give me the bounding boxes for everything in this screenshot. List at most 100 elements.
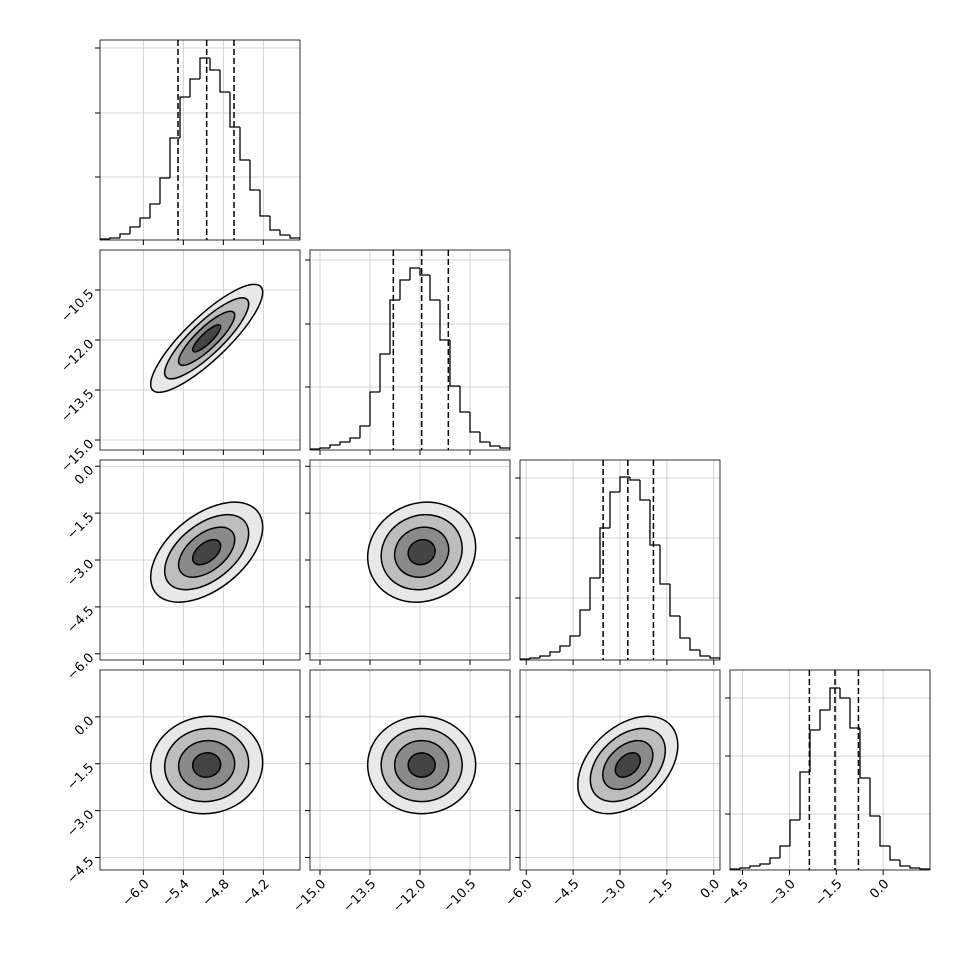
- histogram-bin: [139, 217, 150, 227]
- plot-area: [310, 670, 510, 870]
- plot-area: [100, 40, 300, 240]
- histogram-bin: [349, 437, 360, 442]
- histogram-bin: [919, 868, 930, 870]
- x-tick-label: −5.4: [160, 877, 193, 910]
- panel-frame: [729, 669, 931, 871]
- plot-area: [100, 250, 300, 450]
- y-tick-label: −1.5: [64, 760, 97, 793]
- x-tick-label: −4.5: [719, 877, 752, 910]
- histogram-bin: [379, 353, 390, 392]
- x-tick-label: −6.0: [120, 877, 153, 910]
- histogram-bin: [329, 444, 340, 448]
- histogram-bin: [119, 233, 130, 238]
- histogram-bin: [289, 235, 300, 240]
- histogram-bin: [319, 447, 330, 449]
- histogram-bin: [369, 391, 380, 426]
- histogram-bin: [839, 688, 850, 699]
- y-tick-label: −1.5: [64, 510, 97, 543]
- x-tick-label: −10.5: [441, 877, 480, 916]
- panel-frame: [309, 669, 511, 871]
- histogram-bin: [799, 771, 810, 820]
- histogram-bin: [479, 432, 490, 443]
- histogram-bin: [639, 480, 650, 501]
- histogram-bin: [679, 616, 690, 639]
- panel: [95, 39, 301, 245]
- histogram-bin: [539, 655, 550, 658]
- histogram-bin: [459, 386, 470, 413]
- x-tick-label: −1.5: [643, 877, 676, 910]
- histogram-bin: [179, 96, 190, 138]
- x-tick-label: −1.5: [813, 877, 846, 910]
- density-contour: [191, 752, 222, 778]
- panel: −4.5 −3.0 −1.5 0.0: [719, 669, 931, 910]
- panel-frame: [99, 39, 301, 241]
- histogram-bin: [599, 527, 610, 578]
- histogram-bin: [619, 476, 630, 492]
- histogram-bin: [159, 177, 170, 204]
- y-tick-label: −3.0: [64, 557, 97, 590]
- x-tick-label: −15.0: [291, 877, 330, 916]
- histogram-bin: [520, 658, 530, 660]
- histogram-bin: [869, 778, 880, 817]
- panel-frame: [99, 459, 301, 661]
- histogram-bin: [629, 477, 640, 481]
- x-tick-label: −3.0: [766, 877, 799, 910]
- y-tick-label: −4.5: [64, 604, 97, 637]
- plot-area: [730, 670, 930, 870]
- panel: −6.0−4.5−3.0−1.50.0: [64, 459, 301, 683]
- histogram-bin: [449, 340, 460, 387]
- histogram-bin: [399, 279, 410, 300]
- x-tick-label: −6.0: [503, 877, 536, 910]
- histogram-bin: [389, 299, 400, 354]
- histogram-bin: [589, 577, 600, 610]
- histogram-bin: [529, 657, 540, 659]
- histogram-bin: [489, 442, 500, 447]
- histogram-bin: [359, 425, 370, 438]
- panel-frame: [519, 669, 721, 871]
- histogram-bin: [769, 857, 780, 864]
- x-tick-label: −12.0: [391, 877, 430, 916]
- histogram-bin: [689, 638, 700, 651]
- histogram-bin: [219, 70, 230, 93]
- histogram-bin: [269, 216, 280, 231]
- panel: −15.0−13.5−12.0−10.5: [291, 669, 511, 916]
- histogram-bin: [699, 650, 710, 657]
- histogram-bin: [849, 698, 860, 729]
- panel: [515, 459, 721, 665]
- x-tick-label: 0.0: [867, 877, 892, 902]
- histogram-bin: [669, 584, 680, 617]
- density-contour: [407, 538, 436, 566]
- plot-area: [100, 670, 300, 870]
- histogram-bin: [709, 656, 720, 660]
- panel-frame: [99, 669, 301, 871]
- panel: −6.0 −5.4 −4.8 −4.2 −4.5 −3.0 −1.5 0.0: [64, 669, 301, 910]
- y-tick-label: 0.0: [72, 714, 97, 739]
- histogram-bin: [779, 845, 790, 858]
- histogram-bin: [649, 500, 660, 546]
- histogram-bin: [829, 687, 840, 710]
- histogram-bin: [310, 448, 320, 450]
- plot-area: [520, 670, 720, 870]
- histogram-bin: [229, 92, 240, 128]
- histogram-bin: [149, 203, 160, 218]
- density-contour: [191, 538, 222, 566]
- histogram-bin: [109, 237, 120, 239]
- x-tick-label: −4.2: [240, 877, 273, 910]
- histogram-bin: [169, 137, 180, 178]
- histogram-bin: [189, 78, 200, 97]
- panel: −15.0−13.5−12.0−10.5: [59, 249, 301, 475]
- histogram-bin: [279, 230, 290, 236]
- histogram-bin: [129, 226, 140, 234]
- panel-frame: [99, 249, 301, 451]
- histogram-bin: [659, 545, 670, 585]
- y-tick-label: −13.5: [59, 387, 98, 426]
- histogram-bin: [209, 58, 220, 71]
- histogram-bin: [739, 867, 750, 869]
- plot-area: [100, 460, 300, 660]
- histogram-bin: [409, 267, 420, 280]
- histogram-bin: [429, 275, 440, 301]
- histogram-bin: [749, 865, 760, 868]
- x-tick-label: −3.0: [596, 877, 629, 910]
- density-contour: [614, 752, 642, 778]
